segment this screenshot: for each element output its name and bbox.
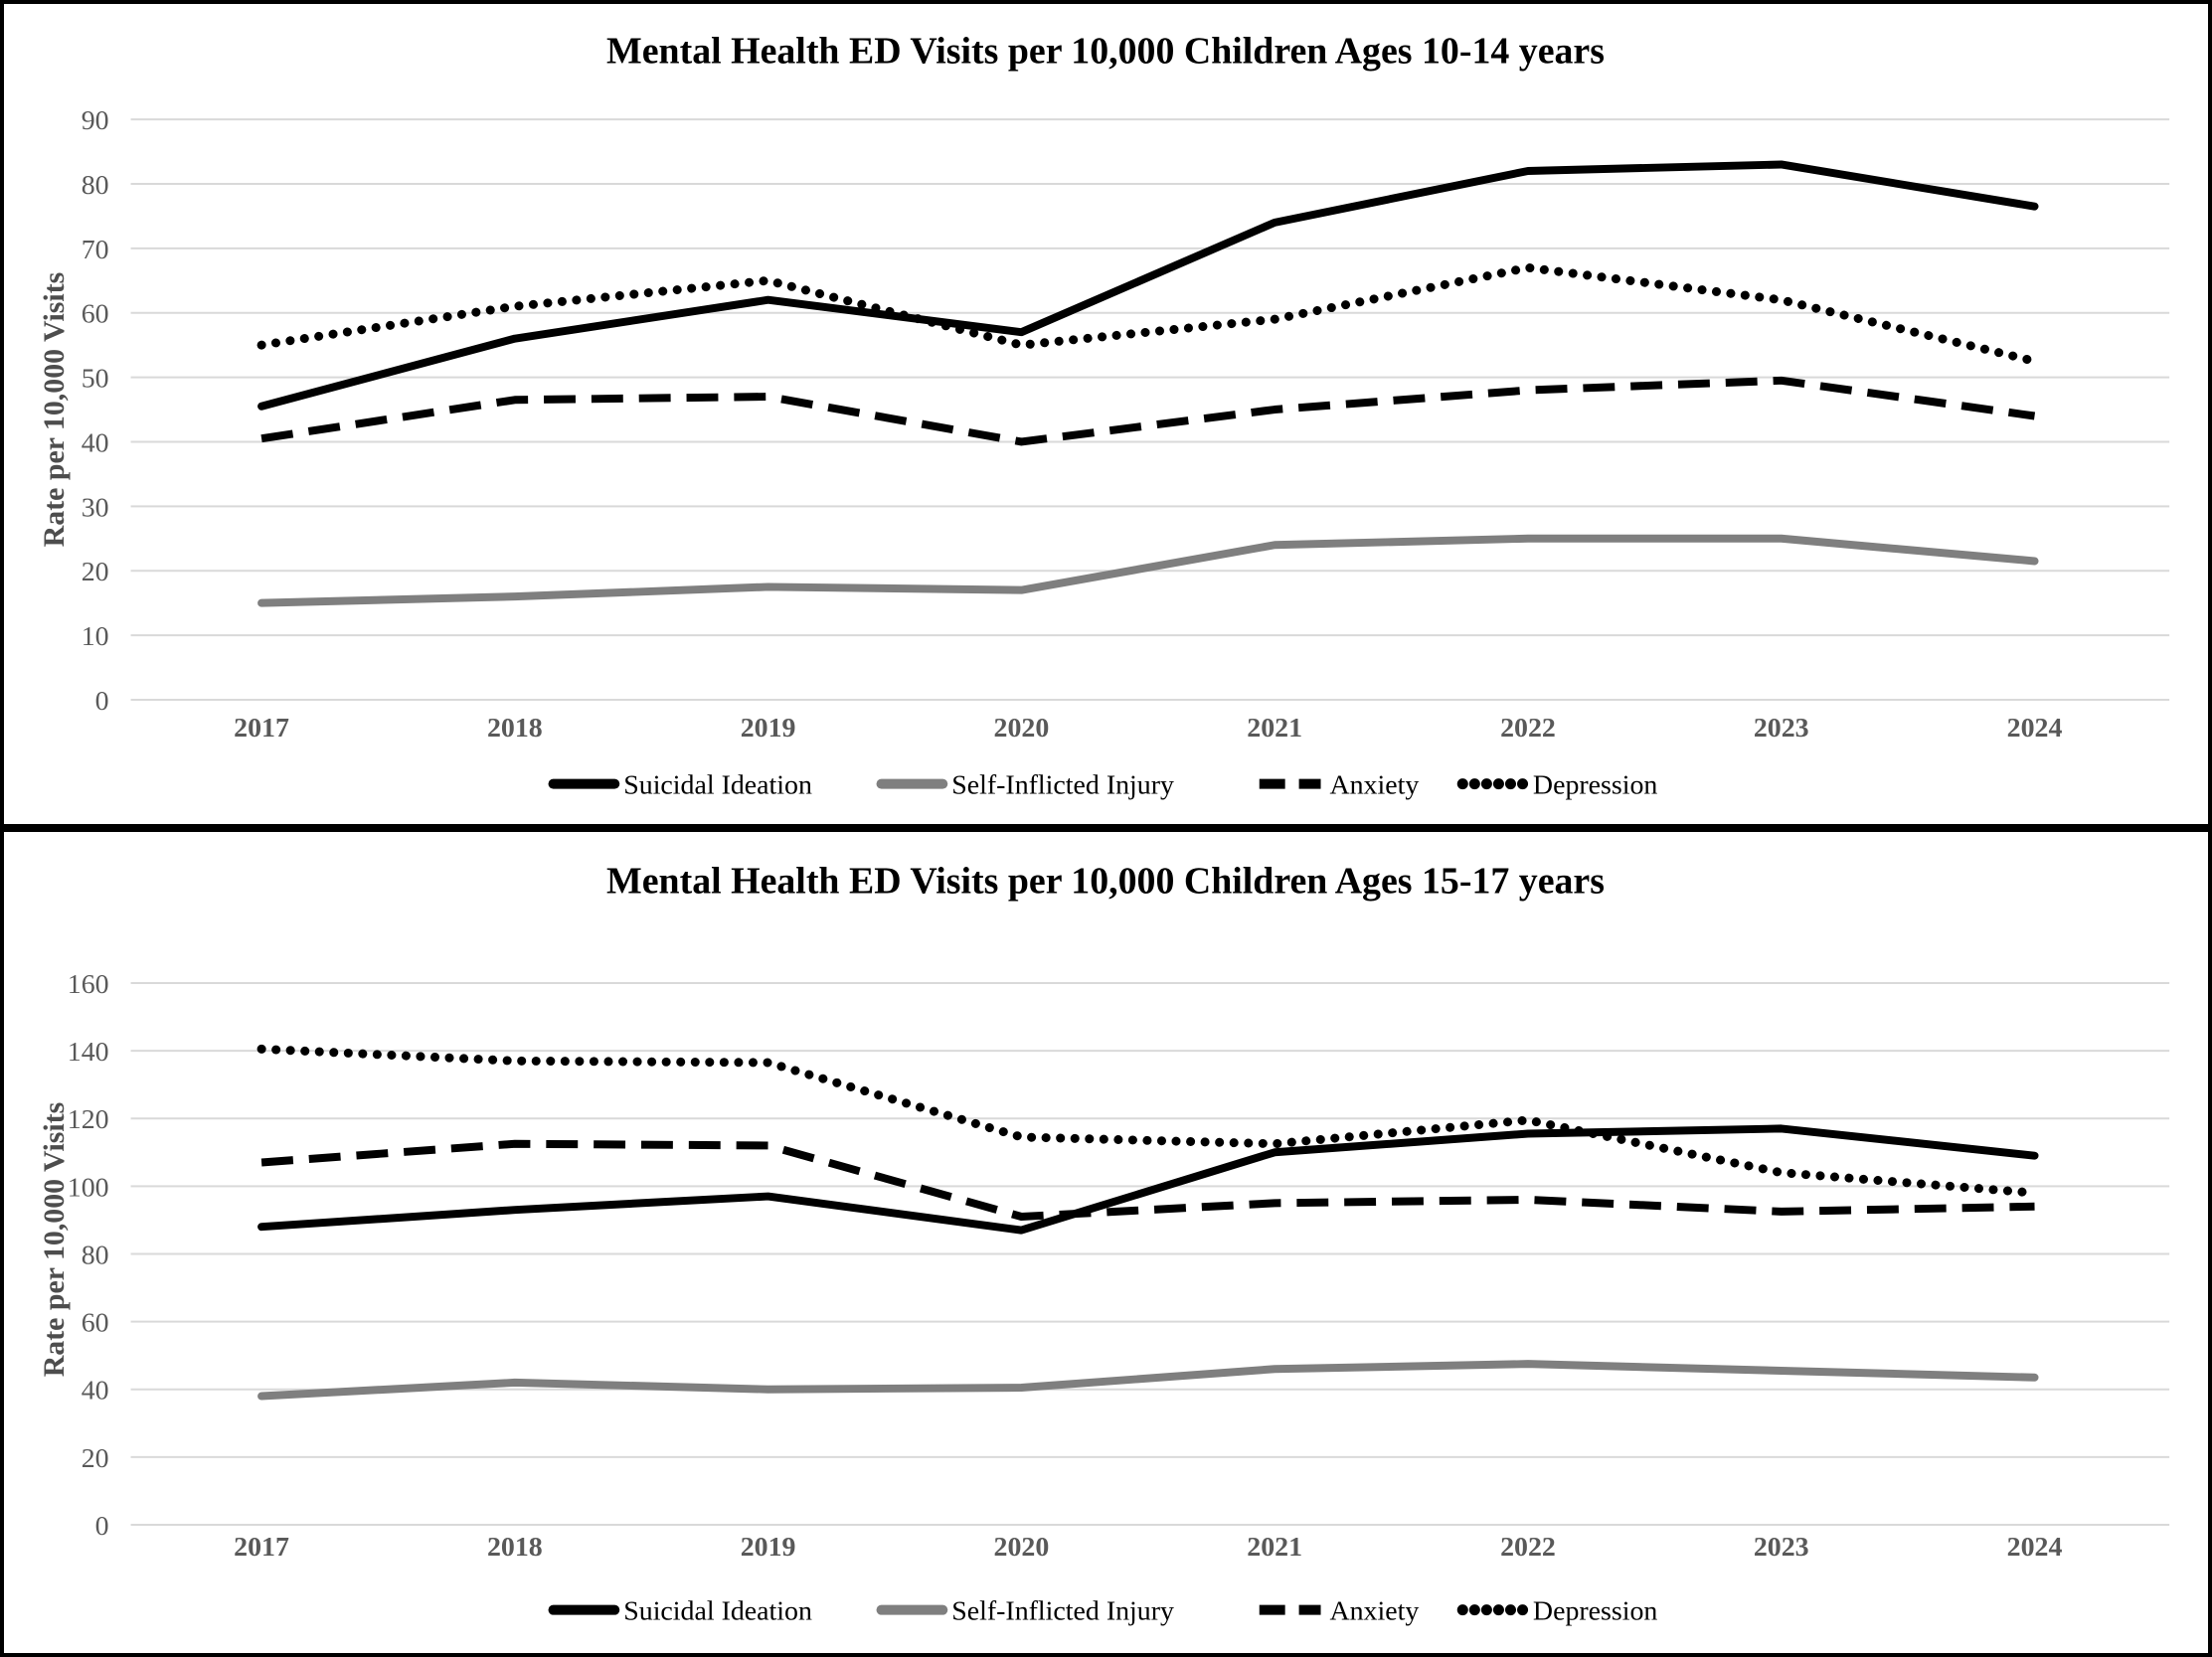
y-tick-label: 40 xyxy=(82,1376,109,1407)
x-tick-label: 2017 xyxy=(234,713,289,744)
x-tick-label: 2022 xyxy=(1500,713,1556,744)
legend-label: Suicidal Ideation xyxy=(623,1596,812,1627)
y-tick-label: 20 xyxy=(82,557,109,587)
y-tick-label: 60 xyxy=(82,1308,109,1339)
x-tick-label: 2018 xyxy=(487,1532,543,1563)
x-tick-label: 2020 xyxy=(994,1532,1050,1563)
y-tick-label: 10 xyxy=(82,621,109,652)
series-line-depression xyxy=(256,262,2040,366)
x-tick-label: 2018 xyxy=(487,713,543,744)
y-tick-label: 80 xyxy=(82,1240,109,1270)
chart-panel-ages-10-14: Mental Health ED Visits per 10,000 Child… xyxy=(0,0,2212,828)
chart-title: Mental Health ED Visits per 10,000 Child… xyxy=(606,30,1605,72)
x-tick-label: 2023 xyxy=(1754,713,1809,744)
legend: Suicidal Ideation Self-Inflicted Injury An… xyxy=(548,1596,1657,1627)
y-tick-label: 90 xyxy=(82,105,109,136)
x-tick-label: 2021 xyxy=(1247,1532,1302,1563)
chart-panel-ages-15-17: Mental Health ED Visits per 10,000 Child… xyxy=(0,828,2212,1657)
y-tick-label: 0 xyxy=(95,686,109,717)
y-axis-tick-labels: 0 20 40 60 80 100 120 140 160 xyxy=(68,969,109,1542)
series-line-self-inflicted-injury xyxy=(257,1360,2039,1401)
legend-label: Depression xyxy=(1533,770,1657,801)
legend: Suicidal Ideation Self-Inflicted Injury An… xyxy=(548,770,1657,801)
y-tick-label: 80 xyxy=(82,170,109,201)
y-axis-title: Rate per 10,000 Visits xyxy=(38,272,71,548)
legend-label: Depression xyxy=(1533,1596,1657,1627)
y-tick-label: 120 xyxy=(68,1104,109,1135)
series-line-suicidal-ideation xyxy=(257,160,2039,411)
y-tick-label: 70 xyxy=(82,235,109,265)
series-line-self-inflicted-injury xyxy=(257,534,2039,607)
legend-label: Self-Inflicted Injury xyxy=(951,770,1174,801)
y-tick-label: 100 xyxy=(68,1172,109,1203)
legend-label: Self-Inflicted Injury xyxy=(951,1596,1174,1627)
y-tick-label: 40 xyxy=(82,427,109,458)
y-tick-label: 60 xyxy=(82,299,109,330)
legend-label: Anxiety xyxy=(1329,1596,1419,1627)
line-chart-ages-10-14: Mental Health ED Visits per 10,000 Child… xyxy=(38,30,2170,801)
y-tick-label: 160 xyxy=(68,969,109,1000)
series-line-suicidal-ideation xyxy=(257,1124,2039,1235)
x-tick-label: 2021 xyxy=(1247,713,1302,744)
chart-title: Mental Health ED Visits per 10,000 Child… xyxy=(606,860,1605,902)
legend-label: Anxiety xyxy=(1329,770,1419,801)
x-tick-label: 2019 xyxy=(741,1532,796,1563)
y-tick-label: 140 xyxy=(68,1037,109,1068)
x-tick-label: 2024 xyxy=(2007,713,2063,744)
y-axis-title: Rate per 10,000 Visits xyxy=(38,1102,71,1378)
x-tick-label: 2024 xyxy=(2007,1532,2063,1563)
x-axis-tick-labels: 2017 2018 2019 2020 2021 2022 2023 2024 xyxy=(234,713,2062,744)
x-tick-label: 2019 xyxy=(741,713,796,744)
gridlines xyxy=(130,118,2170,701)
x-tick-label: 2017 xyxy=(234,1532,289,1563)
series-line-anxiety xyxy=(260,1139,2035,1221)
legend-label: Suicidal Ideation xyxy=(623,770,812,801)
series-line-depression xyxy=(256,1044,2040,1198)
y-tick-label: 0 xyxy=(95,1511,109,1542)
series-line-anxiety xyxy=(260,376,2036,446)
y-axis-tick-labels: 0 10 20 30 40 50 60 70 80 90 xyxy=(82,105,109,717)
y-tick-label: 50 xyxy=(82,364,109,395)
x-tick-label: 2020 xyxy=(994,713,1050,744)
x-axis-tick-labels: 2017 2018 2019 2020 2021 2022 2023 2024 xyxy=(234,1532,2062,1563)
x-tick-label: 2023 xyxy=(1754,1532,1809,1563)
line-chart-ages-15-17: Mental Health ED Visits per 10,000 Child… xyxy=(38,860,2170,1627)
y-tick-label: 20 xyxy=(82,1443,109,1474)
y-tick-label: 30 xyxy=(82,492,109,523)
x-tick-label: 2022 xyxy=(1500,1532,1556,1563)
gridlines xyxy=(130,981,2170,1526)
